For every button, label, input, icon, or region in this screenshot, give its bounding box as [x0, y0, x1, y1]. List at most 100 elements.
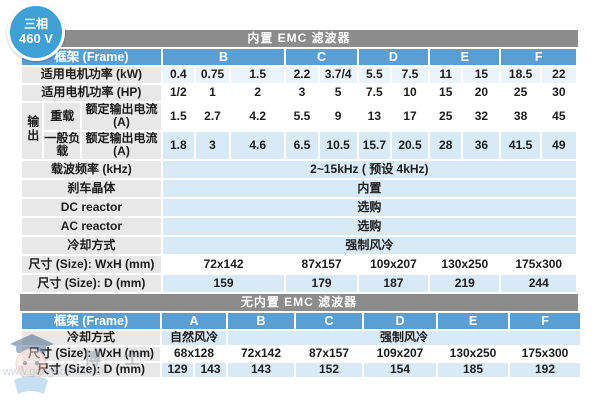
dc-reactor-value: 选购 — [160, 196, 579, 218]
heavy-value: 45 — [539, 101, 579, 132]
kw-row: 适用电机功率 (kW) 0.4 0.75 1.5 2.2 3.7/4 5.5 7… — [20, 65, 579, 85]
cooling-natural-value: 自然风冷 — [160, 328, 228, 347]
d2-value: 192 — [507, 360, 583, 379]
normal-value: 1.8 — [160, 129, 196, 161]
kw-value: 18.5 — [499, 65, 542, 85]
frame-row-2: 框架 (Frame) A B C D E F — [20, 310, 583, 331]
cooling-label: 冷却方式 — [20, 234, 163, 256]
wxh-value: 130x250 — [428, 253, 502, 275]
kw-value: 0.4 — [160, 65, 196, 85]
heavy-value: 2.7 — [193, 101, 232, 132]
kw-value: 15 — [461, 65, 502, 85]
heavy-load-row: 输出 重载 额定输出电流 (A) 1.5 2.7 4.2 5.5 9 13 17… — [19, 101, 579, 161]
frame-c: C — [284, 47, 359, 67]
output-group-label: 输出 — [19, 101, 45, 161]
hp-value: 10 — [389, 83, 431, 103]
carrier-label: 载波频率 (kHz) — [20, 158, 163, 180]
normal-value: 3 — [193, 129, 232, 161]
hp-value: 3 — [284, 83, 320, 103]
frame-row: 框架 (Frame) B C D E F — [20, 47, 578, 67]
built-in-emc-table: 框架 (Frame) B C D E F 适用电机功率 (kW) 0.4 0.7… — [19, 47, 579, 294]
ac-reactor-row: AC reactor 选购 — [20, 215, 579, 237]
cooling-forced-value: 强制风冷 — [225, 328, 583, 347]
heavy-value: 5.5 — [284, 101, 320, 132]
normal-value: 28 — [428, 129, 464, 161]
normal-value: 10.5 — [317, 129, 359, 161]
brake-row: 刹车晶体 内置 — [20, 177, 579, 199]
d2-value: 143 — [226, 360, 296, 379]
kw-value: 22 — [539, 65, 579, 85]
wxh2-value: 130x250 — [436, 344, 510, 363]
normal-value: 49 — [539, 129, 579, 161]
frame2-d: D — [362, 310, 438, 331]
wxh-value: 175x300 — [499, 253, 578, 275]
frame-e: E — [428, 47, 502, 67]
carrier-value: 2~15kHz ( 预设 4kHz) — [160, 158, 579, 180]
heavy-value: 1.5 — [160, 101, 196, 132]
kw-value: 2.2 — [284, 65, 320, 85]
carrier-frequency-row: 载波频率 (kHz) 2~15kHz ( 预设 4kHz) — [20, 158, 579, 180]
kw-value: 3.7/4 — [317, 65, 359, 85]
cooling-label-2: 冷却方式 — [20, 328, 162, 347]
hp-value: 25 — [499, 83, 542, 103]
wxh2-value: 175x300 — [507, 344, 583, 363]
frame2-f: F — [507, 310, 583, 331]
normal-load-label: 一般负载 — [42, 129, 83, 161]
frame2-e: E — [436, 310, 510, 331]
badge-voltage-label: 460 V — [19, 31, 53, 46]
kw-value: 7.5 — [389, 65, 431, 85]
kw-value: 5.5 — [356, 65, 392, 85]
kw-value: 11 — [428, 65, 464, 85]
frame-b: B — [160, 47, 287, 67]
d2-value: 185 — [436, 360, 510, 379]
hp-value: 5 — [317, 83, 359, 103]
hp-label: 适用电机功率 (HP) — [20, 83, 163, 103]
size-d-row: 尺寸 (Size): D (mm) 159 179 187 219 244 — [20, 272, 578, 294]
hp-value: 20 — [461, 83, 502, 103]
heavy-value: 9 — [317, 101, 359, 132]
d-value: 244 — [499, 272, 578, 294]
heavy-load-label: 重载 — [42, 101, 83, 132]
heavy-value: 38 — [499, 101, 542, 132]
d2-value: 154 — [362, 360, 438, 379]
frame-header-label-2: 框架 (Frame) — [20, 310, 162, 331]
section2-title: 无内置 EMC 滤波器 — [20, 293, 578, 311]
size-d-label-2: 尺寸 (Size): D (mm) — [20, 360, 162, 379]
normal-value: 41.5 — [499, 129, 542, 161]
wxh2-value: 72x142 — [226, 344, 296, 363]
dc-reactor-row: DC reactor 选购 — [20, 196, 579, 218]
hp-value: 15 — [428, 83, 464, 103]
brake-label: 刹车晶体 — [20, 177, 163, 199]
rated-current-label: 额定输出电流 (A) — [80, 101, 163, 132]
d2-value: 143 — [193, 360, 228, 379]
section1-title: 内置 EMC 滤波器 — [20, 30, 578, 47]
normal-load-row: 一般负载 额定输出电流 (A) 1.8 3 4.6 6.5 10.5 15.7 … — [21, 129, 579, 161]
kw-value: 0.75 — [193, 65, 232, 85]
hp-value: 30 — [539, 83, 579, 103]
frame-d: D — [356, 47, 431, 67]
normal-value: 15.7 — [356, 129, 392, 161]
size-d-row-2: 尺寸 (Size): D (mm) 129 143 143 152 154 18… — [20, 360, 583, 379]
hp-value: 1/2 — [160, 83, 196, 103]
hp-value: 1 — [193, 83, 232, 103]
frame-header-label: 框架 (Frame) — [20, 47, 163, 67]
wxh-value: 109x207 — [356, 253, 431, 275]
wxh2-value: 87x157 — [294, 344, 364, 363]
hp-row: 适用电机功率 (HP) 1/2 1 2 3 5 7.5 10 15 20 25 … — [20, 83, 579, 103]
d-value: 179 — [284, 272, 359, 294]
d-value: 187 — [356, 272, 431, 294]
heavy-value: 17 — [389, 101, 431, 132]
kw-label: 适用电机功率 (kW) — [20, 65, 163, 85]
kw-value: 1.5 — [229, 65, 287, 85]
ac-reactor-value: 选购 — [160, 215, 579, 237]
size-wxh-row: 尺寸 (Size): WxH (mm) 72x142 87x157 109x20… — [20, 253, 578, 275]
normal-value: 20.5 — [389, 129, 431, 161]
normal-value: 4.6 — [229, 129, 287, 161]
size-wxh-row-2: 尺寸 (Size): WxH (mm) 68x128 72x142 87x157… — [20, 344, 583, 363]
wxh-value: 87x157 — [284, 253, 359, 275]
wxh-value: 72x142 — [160, 253, 287, 275]
wxh2-value: 109x207 — [362, 344, 438, 363]
spec-tables: 内置 EMC 滤波器 框架 (Frame) B C D E F 适用电机功率 (… — [19, 30, 583, 379]
heavy-value: 4.2 — [229, 101, 287, 132]
heavy-value: 32 — [461, 101, 502, 132]
